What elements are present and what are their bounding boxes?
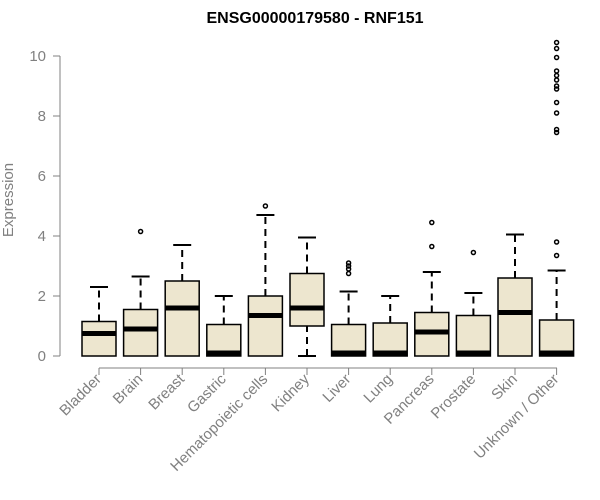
chart-title: ENSG00000179580 - RNF151 (206, 10, 423, 27)
y-tick-label: 2 (38, 288, 46, 305)
outlier-point (553, 239, 560, 245)
outlier-point (470, 249, 477, 256)
y-tick-label: 0 (38, 348, 46, 365)
x-tick-label: Prostate (428, 371, 480, 423)
box-group (497, 233, 533, 357)
y-tick-label: 10 (29, 48, 46, 65)
box-iqr (247, 295, 284, 357)
x-tick-label: Kidney (268, 370, 313, 415)
box-group (164, 244, 200, 357)
box-group (538, 39, 575, 357)
outlier-point (553, 129, 560, 136)
x-tick-label: Bladder (56, 371, 105, 420)
y-tick-label: 4 (38, 228, 46, 245)
outlier-point (553, 126, 560, 133)
box-series (81, 39, 575, 357)
outlier-point (553, 72, 560, 79)
outlier-point (262, 203, 269, 209)
y-axis-ticks: 0 2 4 6 8 10 (29, 48, 60, 365)
y-axis-label: Expression (0, 163, 17, 237)
outlier-point (553, 45, 560, 52)
box-group (330, 260, 367, 357)
box-group (247, 203, 284, 357)
outlier-point (137, 228, 144, 235)
outlier-point (553, 39, 560, 46)
box-group (206, 295, 242, 357)
box-iqr (122, 308, 159, 357)
box-group (122, 228, 159, 357)
box-group (372, 295, 408, 357)
box-group (81, 286, 117, 357)
outlier-point (553, 110, 560, 116)
y-tick-label: 6 (38, 168, 46, 185)
box-group (289, 236, 325, 357)
outlier-point (345, 270, 352, 277)
outlier-point (553, 86, 560, 92)
x-tick-label: Lung (360, 371, 396, 407)
box-iqr (81, 320, 117, 357)
box-iqr (289, 272, 325, 327)
x-tick-label: Liver (319, 371, 354, 406)
box-group (414, 219, 450, 357)
box-iqr (164, 280, 200, 357)
x-tick-label: Skin (488, 371, 521, 404)
box-iqr (455, 314, 492, 357)
x-tick-label: Breast (145, 370, 188, 413)
box-group (455, 249, 492, 357)
outlier-point (553, 77, 560, 83)
outlier-point (553, 68, 560, 74)
outlier-point (553, 252, 560, 259)
y-tick-label: 8 (38, 108, 46, 125)
outlier-point (345, 260, 352, 266)
box-iqr (538, 319, 575, 357)
outlier-point (553, 99, 560, 106)
outlier-point (553, 54, 560, 61)
outlier-point (345, 266, 352, 272)
x-tick-label: Brain (110, 371, 147, 408)
outlier-point (429, 243, 435, 250)
outlier-point (553, 83, 560, 89)
box-iqr (497, 277, 533, 357)
outlier-point (345, 263, 352, 269)
outlier-point (429, 219, 435, 226)
